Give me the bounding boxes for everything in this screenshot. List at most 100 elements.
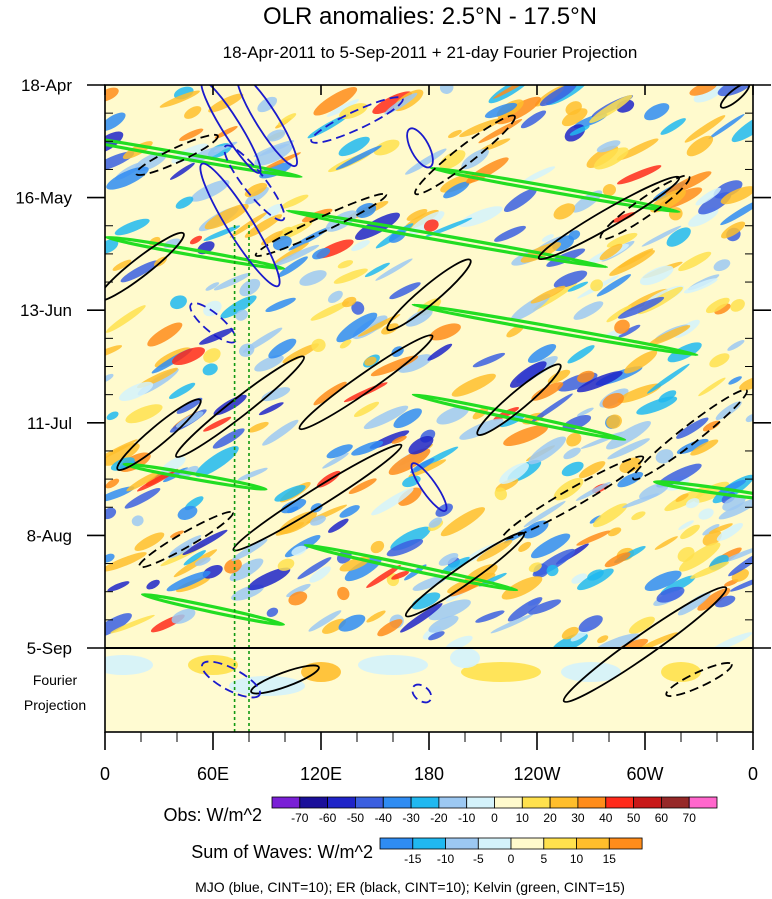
colorbar-level-label: 15 bbox=[603, 852, 617, 866]
obs-anomaly-blob bbox=[280, 498, 307, 514]
mjo-contour bbox=[310, 96, 404, 144]
obs-anomaly-blob bbox=[572, 190, 603, 213]
obs-anomaly-blob bbox=[624, 350, 658, 374]
obs-anomaly-blob bbox=[565, 101, 582, 116]
er-contour bbox=[414, 114, 516, 196]
obs-anomaly-blob bbox=[472, 352, 506, 368]
obs-anomaly-blob bbox=[176, 397, 203, 414]
projection-anomaly-blob bbox=[661, 662, 701, 682]
obs-anomaly-blob bbox=[424, 217, 473, 238]
projection-anomaly-blob bbox=[358, 655, 428, 675]
obs-anomaly-blob bbox=[599, 243, 623, 261]
obs-anomaly-blob bbox=[224, 558, 242, 574]
obs-anomaly-blob bbox=[577, 407, 594, 417]
obs-anomaly-blob bbox=[105, 345, 123, 359]
obs-anomaly-blob bbox=[596, 274, 632, 297]
obs-anomaly-blob bbox=[389, 282, 421, 300]
obs-anomaly-blob bbox=[503, 188, 537, 213]
kelvin-contour bbox=[653, 479, 753, 502]
obs-anomaly-blob bbox=[114, 218, 150, 236]
obs-anomaly-blob bbox=[612, 212, 636, 223]
obs-anomaly-blob bbox=[159, 90, 200, 108]
kelvin-contour bbox=[122, 462, 268, 492]
colorbar-swatch bbox=[271, 796, 301, 809]
obs-anomaly-blob bbox=[261, 387, 291, 402]
obs-anomaly-blob bbox=[310, 301, 350, 321]
obs-anomaly-blob bbox=[410, 458, 435, 474]
obs-anomaly-blob bbox=[646, 363, 690, 394]
obs-anomaly-blob bbox=[628, 616, 655, 634]
y-tick-label: 11-Jul bbox=[27, 414, 72, 433]
er-contour bbox=[116, 398, 202, 471]
obs-anomaly-blob bbox=[342, 296, 357, 308]
colorbar-level-label: 0 bbox=[491, 811, 498, 825]
colorbar-level-label: -10 bbox=[437, 852, 455, 866]
colorbar-level-label: -15 bbox=[404, 852, 422, 866]
colorbar-swatch bbox=[608, 837, 643, 850]
obs-anomaly-blob bbox=[126, 471, 160, 492]
obs-anomaly-blob bbox=[105, 486, 135, 502]
obs-anomaly-blob bbox=[119, 381, 154, 401]
obs-anomaly-blob bbox=[105, 552, 147, 572]
obs-anomaly-blob bbox=[561, 626, 579, 640]
x-tick-label: 120W bbox=[513, 764, 560, 784]
colorbar-swatch bbox=[379, 837, 414, 850]
y-tick-label: 5-Sep bbox=[27, 639, 72, 658]
obs-anomaly-blob bbox=[493, 85, 535, 99]
obs-anomaly-blob bbox=[203, 300, 222, 317]
obs-anomaly-blob bbox=[522, 520, 549, 539]
obs-anomaly-blob bbox=[239, 278, 261, 297]
obs-anomaly-blob bbox=[237, 467, 268, 481]
obs-anomaly-blob bbox=[310, 515, 326, 526]
obs-anomaly-blob bbox=[268, 338, 297, 359]
colorbar-level-label: 60 bbox=[655, 811, 669, 825]
obs-anomaly-blob bbox=[593, 147, 629, 170]
obs-anomaly-blob bbox=[718, 498, 753, 520]
mjo-contour bbox=[406, 127, 434, 169]
obs-anomaly-blob bbox=[244, 182, 268, 198]
obs-anomaly-blob bbox=[539, 85, 577, 107]
obs-anomaly-blob bbox=[169, 162, 195, 180]
obs-anomaly-blob bbox=[576, 370, 595, 383]
projection-anomaly-blob bbox=[229, 676, 305, 696]
mjo-contour bbox=[201, 660, 261, 699]
obs-anomaly-blob bbox=[685, 498, 700, 509]
kelvin-contour bbox=[411, 392, 627, 442]
obs-anomaly-blob bbox=[622, 493, 660, 509]
obs-anomaly-blob bbox=[189, 235, 203, 245]
er-contour bbox=[135, 133, 219, 176]
obs-anomaly-blob bbox=[364, 356, 377, 366]
forecast-label-line1: Fourier bbox=[33, 672, 78, 688]
obs-anomaly-blob bbox=[280, 194, 309, 209]
obs-anomaly-blob bbox=[391, 570, 409, 580]
obs-anomaly-blob bbox=[494, 225, 526, 242]
obs-anomaly-blob bbox=[606, 232, 638, 248]
obs-anomaly-blob bbox=[428, 615, 459, 633]
obs-anomaly-blob bbox=[528, 562, 542, 573]
obs-anomaly-blob bbox=[195, 446, 239, 477]
obs-anomaly-blob bbox=[614, 319, 630, 334]
obs-anomaly-blob bbox=[655, 449, 674, 464]
obs-anomaly-blob bbox=[745, 413, 753, 423]
colorbar-level-label: -50 bbox=[347, 811, 365, 825]
obs-anomaly-blob bbox=[617, 165, 662, 185]
obs-anomaly-blob bbox=[326, 99, 360, 117]
obs-anomaly-blob bbox=[175, 196, 194, 209]
obs-anomaly-blob bbox=[507, 597, 543, 622]
obs-anomaly-blob bbox=[266, 129, 286, 142]
obs-anomaly-blob bbox=[338, 614, 366, 632]
obs-anomaly-blob bbox=[408, 459, 447, 478]
colorbar-level-label: -30 bbox=[402, 811, 420, 825]
obs-anomaly-blob bbox=[343, 382, 388, 403]
obs-anomaly-blob bbox=[698, 508, 714, 520]
obs-anomaly-blob bbox=[665, 171, 712, 196]
obs-anomaly-blob bbox=[277, 256, 308, 278]
obs-anomaly-blob bbox=[523, 501, 566, 528]
obs-anomaly-blob bbox=[258, 402, 284, 416]
colorbar-swatch bbox=[327, 796, 356, 809]
obs-anomaly-blob bbox=[254, 143, 293, 166]
colorbar-level-label: -60 bbox=[319, 811, 337, 825]
kelvin-contour bbox=[303, 543, 519, 592]
colorbar-level-label: -20 bbox=[430, 811, 448, 825]
